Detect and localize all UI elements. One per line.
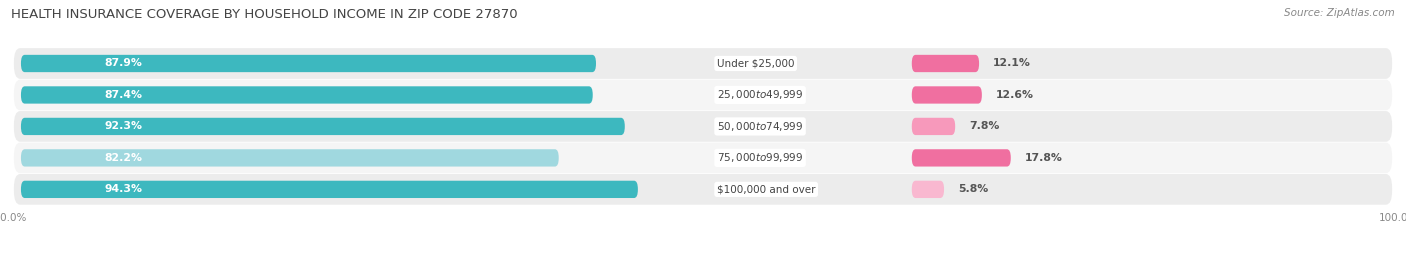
FancyBboxPatch shape: [912, 55, 979, 72]
FancyBboxPatch shape: [912, 118, 955, 135]
Text: 12.1%: 12.1%: [993, 58, 1031, 69]
FancyBboxPatch shape: [21, 55, 596, 72]
Text: 12.6%: 12.6%: [995, 90, 1033, 100]
FancyBboxPatch shape: [14, 143, 1392, 173]
FancyBboxPatch shape: [912, 181, 943, 198]
FancyBboxPatch shape: [14, 174, 1392, 205]
Text: Under $25,000: Under $25,000: [717, 58, 794, 69]
Text: 17.8%: 17.8%: [1025, 153, 1063, 163]
FancyBboxPatch shape: [912, 149, 1011, 167]
Text: $50,000 to $74,999: $50,000 to $74,999: [717, 120, 803, 133]
FancyBboxPatch shape: [14, 111, 1392, 142]
Text: Source: ZipAtlas.com: Source: ZipAtlas.com: [1284, 8, 1395, 18]
Text: $75,000 to $99,999: $75,000 to $99,999: [717, 151, 803, 164]
Text: 92.3%: 92.3%: [104, 121, 142, 132]
FancyBboxPatch shape: [912, 86, 981, 104]
Text: $25,000 to $49,999: $25,000 to $49,999: [717, 89, 803, 101]
Text: $100,000 and over: $100,000 and over: [717, 184, 815, 194]
FancyBboxPatch shape: [14, 80, 1392, 110]
FancyBboxPatch shape: [21, 86, 593, 104]
Text: 7.8%: 7.8%: [969, 121, 1000, 132]
Text: 82.2%: 82.2%: [104, 153, 142, 163]
Text: 87.9%: 87.9%: [104, 58, 142, 69]
Text: HEALTH INSURANCE COVERAGE BY HOUSEHOLD INCOME IN ZIP CODE 27870: HEALTH INSURANCE COVERAGE BY HOUSEHOLD I…: [11, 8, 517, 21]
Text: 5.8%: 5.8%: [957, 184, 988, 194]
FancyBboxPatch shape: [21, 149, 558, 167]
FancyBboxPatch shape: [21, 118, 624, 135]
FancyBboxPatch shape: [21, 181, 638, 198]
FancyBboxPatch shape: [14, 48, 1392, 79]
Text: 94.3%: 94.3%: [104, 184, 142, 194]
Text: 87.4%: 87.4%: [104, 90, 142, 100]
